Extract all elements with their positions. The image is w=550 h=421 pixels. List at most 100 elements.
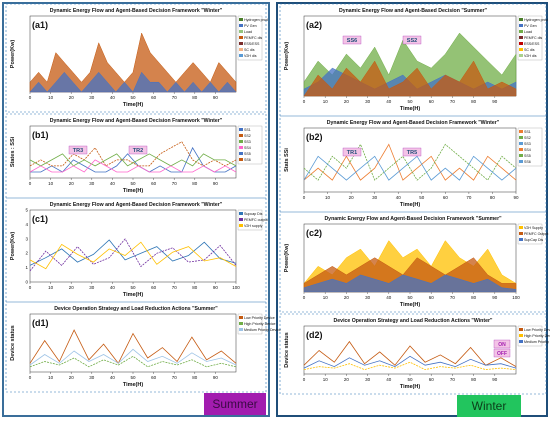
x-tick-label: 100 (512, 295, 520, 300)
x-tick-label: 80 (192, 95, 198, 100)
x-tick-label: 0 (303, 195, 306, 200)
legend-box (517, 127, 543, 167)
series-area (29, 32, 237, 93)
x-tick-label: 10 (323, 99, 329, 104)
legend-label: SC dis (524, 48, 535, 52)
x-tick-label: 50 (130, 375, 136, 380)
legend-label: SS3 (244, 140, 251, 144)
x-tick-label: 40 (110, 181, 116, 186)
x-tick-label: 10 (325, 195, 331, 200)
x-tick-label: 70 (172, 95, 178, 100)
x-tick-label: 90 (213, 375, 219, 380)
x-tick-label: 70 (466, 195, 472, 200)
annotation-box (342, 147, 362, 157)
series-line (303, 361, 517, 371)
legend-swatch (239, 316, 243, 319)
x-tick-label: 50 (130, 95, 136, 100)
legend-label: SS4 (244, 146, 251, 150)
x-tick-label: 90 (213, 285, 219, 290)
legend-box (237, 313, 263, 335)
panel-tag: (a1) (32, 20, 48, 30)
x-tick-label: 10 (48, 95, 54, 100)
annotation-label: TR5 (407, 150, 417, 156)
x-tick-label: 40 (110, 95, 116, 100)
x-tick-label: 100 (232, 285, 240, 290)
x-tick-label: 80 (192, 181, 198, 186)
x-tick-label: 50 (407, 99, 413, 104)
x-tick-label: 0 (29, 95, 32, 100)
x-axis-label: Time(H) (123, 102, 144, 108)
chart-title: Device Operation Strategy and Load Reduc… (334, 318, 493, 324)
chart-b1: Dynamic Energy Flow and Agent-Based Deci… (5, 113, 267, 199)
annotation-label: TR1 (347, 150, 357, 156)
x-tick-label: 30 (89, 181, 95, 186)
legend-swatch (519, 130, 523, 133)
x-tick-label: 10 (323, 295, 329, 300)
legend: V2H Supply PEMFC Output SupCap Dis (517, 223, 548, 245)
panel-tag: (c2) (306, 228, 322, 238)
x-tick-label: 30 (365, 99, 371, 104)
legend: Hydrogen prod PV Gen Load PEMFC dis ESS/ESS S… (517, 15, 548, 61)
series-line (29, 241, 237, 270)
x-tick-label: 20 (344, 295, 350, 300)
legend-swatch (519, 334, 523, 337)
legend-label: V2H dis (524, 54, 537, 58)
x-tick-label: 0 (303, 99, 306, 104)
legend-swatch (519, 54, 523, 57)
x-tick-label: 50 (130, 181, 136, 186)
x-tick-label: 20 (69, 285, 75, 290)
x-tick-label: 70 (450, 99, 456, 104)
legend: SS1 SS2 SS3 SS4 SS5 SS6 (517, 127, 543, 167)
chart-title: Dynamic Energy Flow and Agent-Based Deci… (50, 202, 223, 208)
legend-swatch (239, 36, 243, 39)
y-tick-label: 4 (25, 222, 28, 227)
y-axis-label: Power(Kw) (10, 40, 16, 69)
legend-label: SS2 (244, 134, 251, 138)
x-tick-label: 0 (29, 375, 32, 380)
series-line (303, 143, 517, 181)
panel-tag: (b2) (306, 132, 323, 142)
x-tick-label: 60 (151, 181, 157, 186)
legend-swatch (519, 42, 523, 45)
x-tick-label: 60 (429, 295, 435, 300)
series-area (303, 274, 517, 293)
winter-badge: Winter (457, 395, 521, 417)
subpanel-border (5, 3, 267, 113)
annotation-label: TR2 (133, 148, 143, 154)
legend-swatch (519, 142, 523, 145)
x-tick-label: 60 (429, 377, 435, 382)
legend-swatch (239, 224, 243, 227)
legend-label: SC dis (244, 48, 255, 52)
chart-c1: Dynamic Energy Flow and Agent-Based Deci… (5, 197, 268, 303)
x-tick-label: 90 (513, 195, 519, 200)
legend-box (517, 223, 543, 245)
y-tick-label: 3 (25, 236, 28, 241)
x-tick-label: 50 (130, 285, 136, 290)
subpanel-border (279, 3, 547, 117)
legend-label: PV Gen (244, 24, 257, 28)
legend-swatch (519, 48, 523, 51)
y-tick-label: 2 (25, 251, 28, 256)
y-axis-label: Device status (284, 332, 290, 367)
annotation-box (68, 145, 88, 155)
legend-label: ESS/ESS (244, 42, 260, 46)
legend-swatch (519, 154, 523, 157)
subpanel-border (279, 313, 547, 395)
series-line (29, 153, 237, 167)
legend-label: SS6 (524, 160, 531, 164)
x-tick-label: 0 (303, 295, 306, 300)
x-tick-label: 80 (192, 285, 198, 290)
x-tick-label: 20 (69, 95, 75, 100)
x-tick-label: 50 (407, 295, 413, 300)
x-axis-label: Time(H) (400, 202, 421, 208)
x-tick-label: 0 (303, 377, 306, 382)
y-axis-label: Power(Kw) (284, 244, 290, 273)
x-axis-label: Time(H) (123, 382, 144, 388)
legend-label: High Priority Device (244, 322, 276, 326)
legend-swatch (519, 232, 523, 235)
legend-label: SS6 (244, 158, 251, 162)
chart-a2: Dynamic Energy Flow and Agent-Based Deci… (279, 3, 548, 117)
legend: SS1 SS2 SS3 SS4 SS5 SS6 (237, 125, 263, 165)
annotation-box (402, 147, 422, 157)
